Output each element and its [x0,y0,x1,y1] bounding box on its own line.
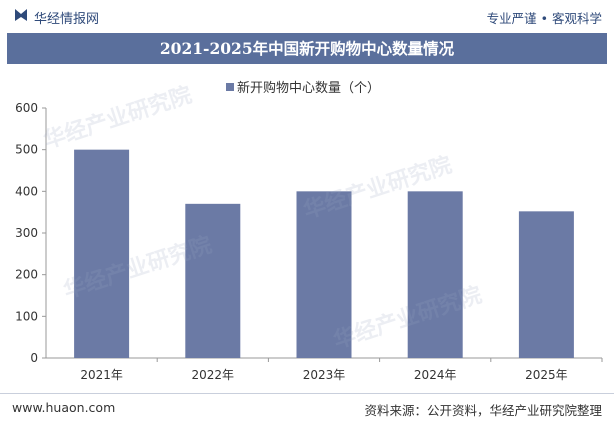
legend-label: 新开购物中心数量（个） [237,81,381,96]
footer-url: www.huaon.com [12,400,116,415]
x-tick-label: 2021年 [80,368,123,382]
brand-name: 华经情报网 [34,12,100,27]
x-tick-label: 2024年 [414,368,457,382]
footer-divider [0,393,614,394]
y-tick-label: 500 [15,143,38,157]
y-tick-label: 200 [15,268,38,282]
footer-source: 资料来源：公开资料，华经产业研究院整理 [364,403,602,418]
x-tick-label: 2023年 [303,368,346,382]
x-tick-label: 2022年 [192,368,235,382]
bar [74,149,130,358]
y-tick-label: 300 [15,226,38,240]
legend-swatch [226,83,234,91]
y-tick-label: 600 [15,101,38,115]
bar [296,191,352,358]
x-tick-label: 2025年 [525,368,568,382]
bar [518,211,574,358]
brand-logo-icon [15,9,27,21]
bar [407,191,463,358]
brand-slogan: 专业严谨 • 客观科学 [486,11,602,26]
y-tick-label: 100 [15,309,38,323]
y-tick-label: 400 [15,184,38,198]
y-tick-label: 0 [30,351,38,365]
chart-legend: 新开购物中心数量（个） [226,77,380,96]
bar [185,203,241,358]
top-bar: 华经情报网 专业严谨 • 客观科学 [0,0,614,32]
chart-title: 2021-2025年中国新开购物中心数量情况 [7,33,607,64]
